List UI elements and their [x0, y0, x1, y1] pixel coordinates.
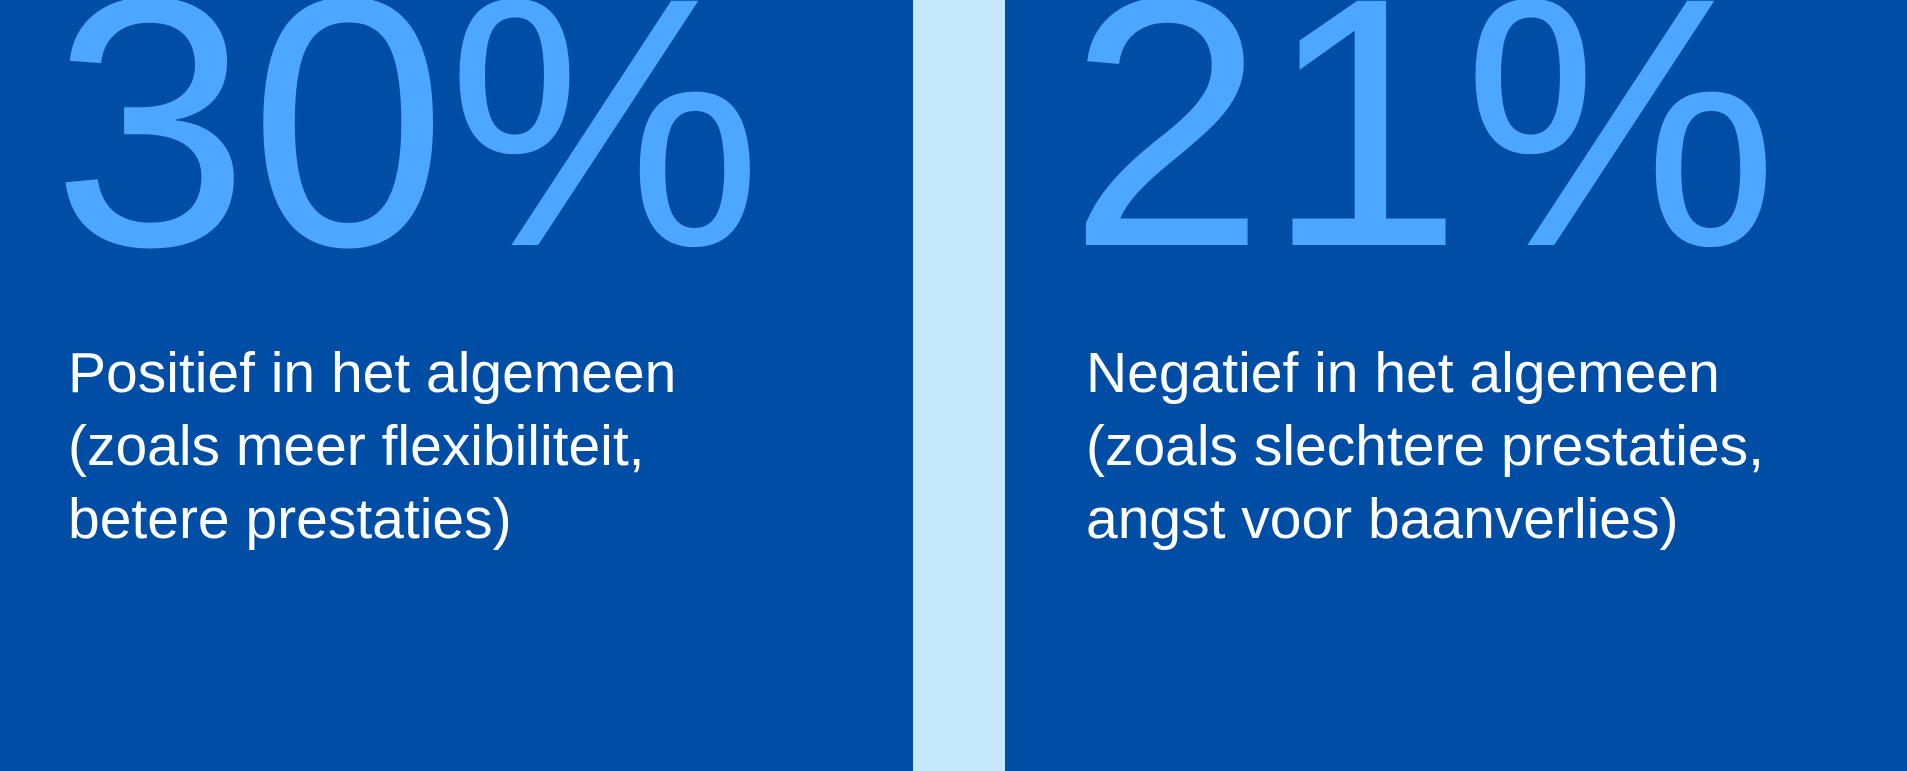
- stat-description: angst voor baanverlies): [1086, 487, 1679, 551]
- content: 30% Positief in het algemeen (zoals meer f…: [52, 0, 1779, 551]
- stat-description: betere prestaties): [68, 487, 512, 551]
- stat-description: (zoals meer flexibiliteit,: [68, 414, 645, 478]
- stat-description: Negatief in het algemeen: [1086, 341, 1720, 405]
- left-panel: [0, 0, 913, 771]
- stat-description: (zoals slechtere prestaties,: [1086, 414, 1764, 478]
- stat-value: 30%: [52, 0, 763, 321]
- right-panel: [1005, 0, 1907, 771]
- stat-value: 21%: [1068, 0, 1779, 321]
- divider: [913, 0, 1005, 771]
- stat-description: Positief in het algemeen: [68, 341, 676, 405]
